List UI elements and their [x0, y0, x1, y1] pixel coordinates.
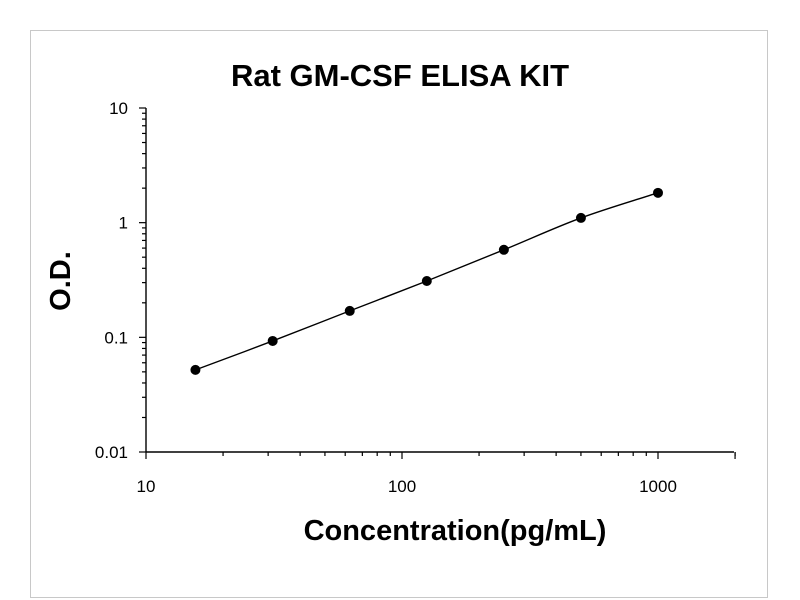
data-point — [190, 364, 201, 375]
y-axis-title: O.D. — [45, 251, 77, 311]
y-tick-label: 1 — [119, 214, 128, 233]
data-point — [575, 212, 586, 223]
data-point — [421, 275, 432, 286]
data-point — [653, 187, 663, 198]
y-tick-label: 10 — [109, 99, 128, 118]
ticks — [139, 107, 736, 459]
x-axis-title: Concentration(pg/mL) — [304, 515, 607, 547]
x-tick-label: 100 — [388, 477, 416, 496]
data-point — [344, 305, 355, 316]
x-tick-label: 10 — [137, 477, 156, 496]
x-tick-label: 1000 — [639, 477, 677, 496]
y-tick-label: 0.1 — [104, 328, 128, 347]
axes — [145, 108, 734, 453]
y-tick-label: 0.01 — [95, 443, 128, 462]
chart-frame — [30, 30, 768, 598]
chart-title: Rat GM-CSF ELISA KIT — [231, 58, 569, 93]
data-point — [498, 244, 509, 255]
data-points — [190, 187, 663, 375]
data-point — [267, 335, 278, 346]
tick-labels: 0.01 0.1 1 10 10 100 1000 — [95, 99, 677, 496]
